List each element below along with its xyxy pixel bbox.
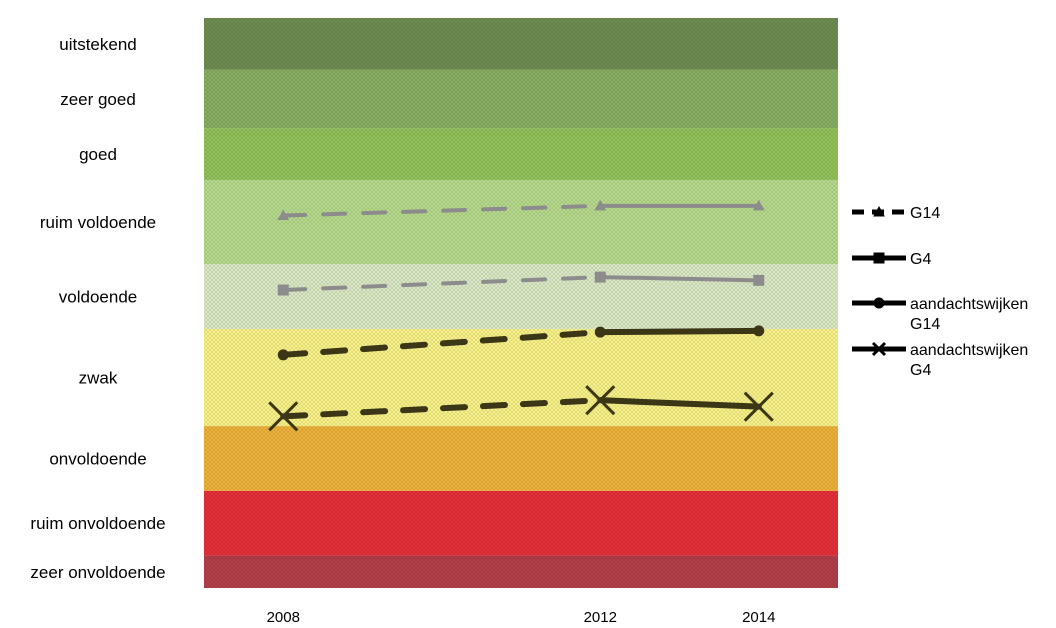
series-line-solid-aandachtswijken-g4 (597, 397, 762, 410)
legend-label-g4: G4 (910, 251, 931, 268)
legend-marker-g4 (873, 252, 885, 264)
x-tick-label-2008: 2008 (267, 609, 300, 626)
legend-item-aandachtswijken-g4: aandachtswijken G4 (852, 341, 1028, 379)
data-point-g4-2008 (277, 284, 289, 296)
legend-label-aandachtswijken-g4: aandachtswijken G4 (910, 342, 1028, 379)
legend-item-g14: G14 (852, 205, 940, 222)
series-line-dashed-g14 (281, 203, 603, 218)
band-label-ruim-voldoende: ruim voldoende (40, 213, 156, 232)
legend-label-aandachtswijken-g14: aandachtswijken G14 (910, 296, 1028, 333)
band-label-zwak: zwak (79, 368, 118, 387)
legend-label-g14: G14 (910, 205, 940, 222)
legend: G14 G4 aandachtswijken G14 aandachtswijken G4 (852, 205, 1028, 379)
series-g14 (277, 199, 765, 221)
series-layer (268, 199, 774, 432)
series-line-solid-g4 (598, 275, 761, 283)
band-hatch-ruim-onvoldoende (204, 490, 838, 556)
series-aandachtswijken-g14 (277, 325, 765, 361)
bands-layer (204, 18, 838, 588)
band-label-onvoldoende: onvoldoende (49, 449, 146, 468)
data-point-aandachtswijken-g4-2008 (268, 401, 299, 432)
band-hatch-ruim-voldoende (204, 179, 838, 265)
data-point-g4-2012 (594, 271, 606, 283)
x-tick-label-2014: 2014 (742, 609, 775, 626)
legend-marker-g14 (873, 205, 885, 217)
data-point-g14-2012 (594, 199, 607, 211)
series-line-solid-aandachtswijken-g14 (597, 327, 762, 336)
band-hatch-onvoldoende (204, 426, 838, 491)
band-labels: zeer onvoldoende ruim onvoldoende onvoldoe… (30, 35, 165, 582)
data-point-aandachtswijken-g14-2014 (753, 325, 765, 337)
band-label-voldoende: voldoende (59, 288, 137, 307)
band-label-ruim-onvoldoende: ruim onvoldoende (30, 514, 165, 533)
legend-marker-aandachtswijken-g4 (871, 341, 887, 357)
band-hatch-goed (204, 128, 838, 180)
x-tick-label-2012: 2012 (584, 609, 617, 626)
x-axis: 2008 2012 2014 (267, 609, 776, 626)
data-point-g14-2014 (752, 199, 765, 211)
legend-item-aandachtswijken-g14: aandachtswijken G14 (852, 296, 1028, 333)
series-line-dashed-aandachtswijken-g4 (280, 397, 604, 420)
series-line-dashed-g4 (281, 275, 603, 293)
data-point-aandachtswijken-g14-2008 (277, 349, 289, 361)
band-hatch-zeer-onvoldoende (204, 555, 838, 588)
legend-item-g4: G4 (852, 251, 931, 268)
band-hatch-voldoende (204, 264, 838, 329)
series-line-dashed-aandachtswijken-g14 (280, 329, 604, 358)
band-hatch-zwak (204, 328, 838, 427)
legend-marker-aandachtswijken-g14 (873, 297, 885, 309)
data-point-aandachtswijken-g14-2012 (594, 326, 606, 338)
band-hatch-uitstekend (204, 18, 838, 70)
band-label-zeer-onvoldoende: zeer onvoldoende (30, 563, 165, 582)
band-label-goed: goed (79, 145, 117, 164)
band-hatch-zeer-goed (204, 69, 838, 129)
data-point-aandachtswijken-g4-2014 (743, 391, 774, 422)
band-label-uitstekend: uitstekend (59, 35, 137, 54)
band-label-zeer-goed: zeer goed (60, 90, 136, 109)
data-point-g4-2014 (753, 274, 765, 286)
series-g4 (277, 271, 765, 296)
series-aandachtswijken-g4 (268, 385, 774, 432)
data-point-g14-2008 (277, 209, 290, 221)
data-point-aandachtswijken-g4-2012 (585, 385, 616, 416)
